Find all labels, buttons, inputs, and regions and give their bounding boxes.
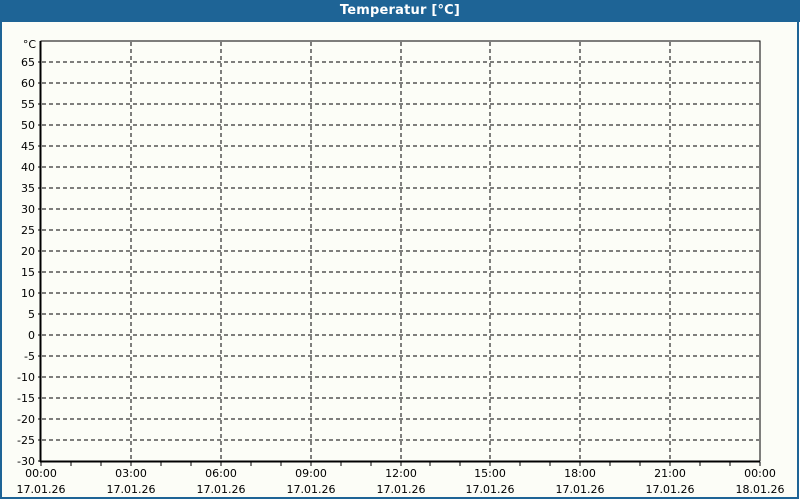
y-axis-tick-label: -5 bbox=[24, 350, 35, 363]
x-axis-time-label: 00:00 bbox=[744, 467, 776, 480]
x-axis-date-label: 17.01.26 bbox=[556, 483, 605, 496]
y-axis-tick-label: 30 bbox=[21, 203, 35, 216]
y-axis-tick-label: 5 bbox=[28, 308, 35, 321]
y-axis-tick-label: 45 bbox=[21, 140, 35, 153]
x-axis-date-label: 18.01.26 bbox=[736, 483, 785, 496]
x-axis-time-label: 06:00 bbox=[205, 467, 237, 480]
x-axis-time-label: 03:00 bbox=[115, 467, 147, 480]
plot-frame bbox=[40, 40, 761, 462]
y-axis-tick-label: -25 bbox=[17, 434, 35, 447]
y-axis-unit-label: °C bbox=[23, 38, 37, 51]
y-axis-tick-label: 25 bbox=[21, 224, 35, 237]
y-axis-tick-label: 40 bbox=[21, 161, 35, 174]
x-axis-date-label: 17.01.26 bbox=[377, 483, 426, 496]
x-axis-time-label: 21:00 bbox=[654, 467, 686, 480]
y-axis-tick-label: 20 bbox=[21, 245, 35, 258]
x-axis-date-label: 17.01.26 bbox=[287, 483, 336, 496]
x-axis-time-label: 18:00 bbox=[564, 467, 596, 480]
window-titlebar[interactable]: Temperatur [°C] bbox=[0, 0, 800, 22]
x-axis-time-label: 00:00 bbox=[25, 467, 57, 480]
x-axis-date-label: 17.01.26 bbox=[17, 483, 66, 496]
y-axis-tick-label: -20 bbox=[17, 413, 35, 426]
y-axis-tick-label: -10 bbox=[17, 371, 35, 384]
x-axis-time-label: 09:00 bbox=[295, 467, 327, 480]
y-axis-tick-label: 0 bbox=[28, 329, 35, 342]
y-axis-tick-label: 65 bbox=[21, 56, 35, 69]
x-axis-date-label: 17.01.26 bbox=[107, 483, 156, 496]
x-axis-date-label: 17.01.26 bbox=[466, 483, 515, 496]
x-axis-time-label: 12:00 bbox=[385, 467, 417, 480]
y-axis-tick-label: 60 bbox=[21, 77, 35, 90]
x-axis-date-label: 17.01.26 bbox=[197, 483, 246, 496]
y-axis-tick-label: 35 bbox=[21, 182, 35, 195]
y-axis-tick-label: 50 bbox=[21, 119, 35, 132]
y-axis-tick-label: 15 bbox=[21, 266, 35, 279]
x-axis-time-label: 15:00 bbox=[474, 467, 506, 480]
window-title: Temperatur [°C] bbox=[339, 3, 461, 18]
x-axis-date-label: 17.01.26 bbox=[646, 483, 695, 496]
y-axis-tick-label: -15 bbox=[17, 392, 35, 405]
y-axis-tick-label: 10 bbox=[21, 287, 35, 300]
y-axis-tick-label: 55 bbox=[21, 98, 35, 111]
y-axis-tick-label: -30 bbox=[17, 455, 35, 468]
